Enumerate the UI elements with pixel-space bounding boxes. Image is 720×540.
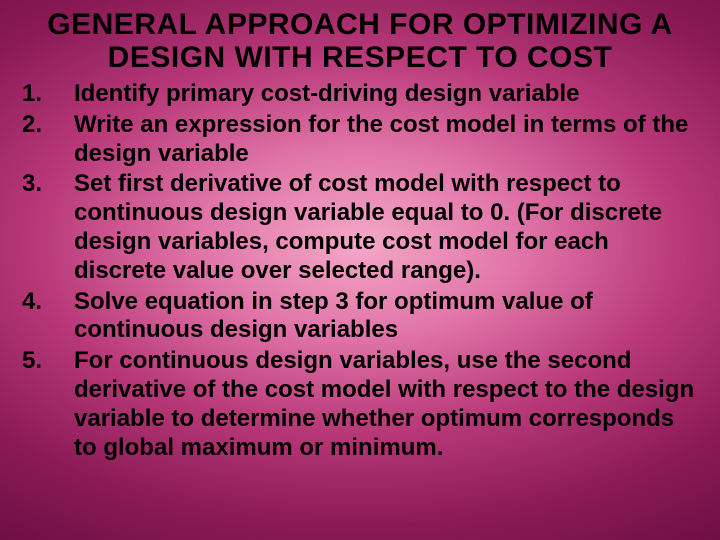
list-item: Solve equation in step 3 for optimum val… — [18, 288, 702, 346]
list-item-text: Set first derivative of cost model with … — [74, 170, 702, 285]
numbered-list: Identify primary cost-driving design var… — [18, 80, 702, 462]
list-item-text: Solve equation in step 3 for optimum val… — [74, 288, 702, 346]
list-item-text: Identify primary cost-driving design var… — [74, 80, 702, 109]
list-item-text: Write an expression for the cost model i… — [74, 111, 702, 169]
list-item: For continuous design variables, use the… — [18, 347, 702, 462]
list-item: Identify primary cost-driving design var… — [18, 80, 702, 109]
list-item: Set first derivative of cost model with … — [18, 170, 702, 285]
slide-title: GENERAL APPROACH FOR OPTIMIZING A DESIGN… — [18, 8, 702, 74]
list-item-text: For continuous design variables, use the… — [74, 347, 702, 462]
slide: GENERAL APPROACH FOR OPTIMIZING A DESIGN… — [0, 0, 720, 540]
list-item: Write an expression for the cost model i… — [18, 111, 702, 169]
